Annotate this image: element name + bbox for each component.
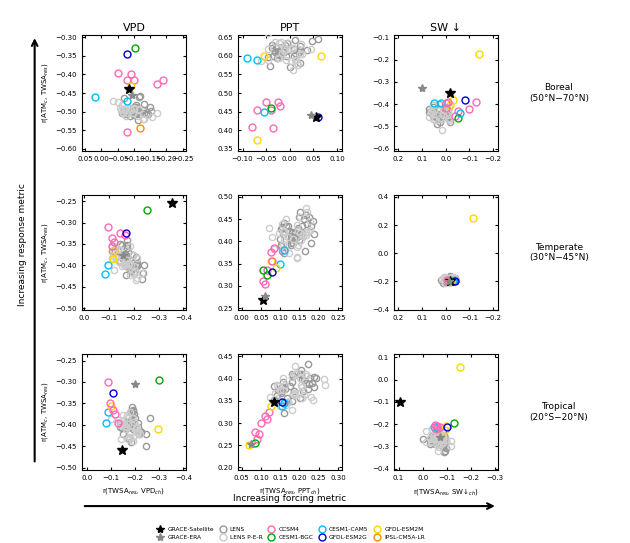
Title: SW ↓: SW ↓ (430, 23, 461, 33)
Text: Increasing response metric: Increasing response metric (18, 183, 26, 306)
Text: Temperate
(30°N−45°N): Temperate (30°N−45°N) (529, 243, 589, 262)
Title: VPD: VPD (122, 23, 146, 33)
Text: Increasing forcing metric: Increasing forcing metric (233, 494, 346, 503)
X-axis label: r(TWSA$_{res}$, PPT$_{ch}$): r(TWSA$_{res}$, PPT$_{ch}$) (259, 486, 321, 496)
X-axis label: r(TWSA$_{res}$, VPD$_{ch}$): r(TWSA$_{res}$, VPD$_{ch}$) (103, 486, 165, 496)
Text: Boreal
(50°N−70°N): Boreal (50°N−70°N) (529, 84, 589, 103)
Title: PPT: PPT (280, 23, 300, 33)
Y-axis label: r(ATM$_c$, TWSA$_{res}$): r(ATM$_c$, TWSA$_{res}$) (40, 222, 50, 283)
Text: Tropical
(20°S−20°N): Tropical (20°S−20°N) (529, 402, 588, 421)
Legend: GRACE-Satellite, GRACE-ERA, LENS, LENS P-E-R, CCSM4, CESM1-BGC, CESM1-CAM5, GFDL: GRACE-Satellite, GRACE-ERA, LENS, LENS P… (154, 527, 425, 540)
Y-axis label: r(ATM$_c$, TWSA$_{res}$): r(ATM$_c$, TWSA$_{res}$) (40, 63, 50, 123)
X-axis label: r(TWSA$_{res}$, SW$↓_{ch}$): r(TWSA$_{res}$, SW$↓_{ch}$) (413, 486, 479, 497)
Y-axis label: r(ATM$_c$, TWSA$_{res}$): r(ATM$_c$, TWSA$_{res}$) (40, 382, 50, 442)
